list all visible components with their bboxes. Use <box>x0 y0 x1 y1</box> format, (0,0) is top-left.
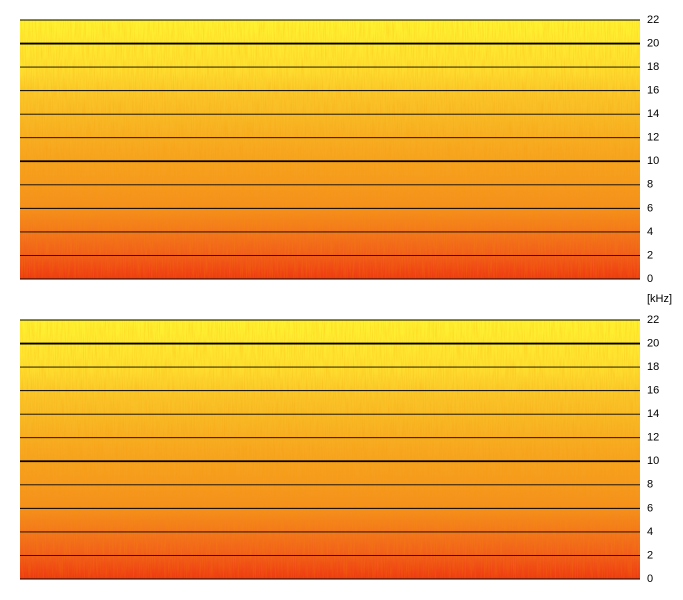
y-tick-label: 14 <box>647 108 659 120</box>
y-tick-label: 20 <box>647 37 659 49</box>
y-tick-label: 2 <box>647 249 653 261</box>
y-tick-label: 0 <box>647 573 653 585</box>
y-tick-label: 22 <box>647 14 659 26</box>
spectrogram-texture <box>20 320 640 579</box>
y-tick-label: 4 <box>647 226 653 238</box>
y-tick-label: 8 <box>647 479 653 491</box>
y-tick-label: 20 <box>647 337 659 349</box>
y-tick-label: 16 <box>647 385 659 397</box>
y-tick-label: 8 <box>647 179 653 191</box>
y-tick-label: 18 <box>647 361 659 373</box>
y-tick-label: 10 <box>647 155 659 167</box>
y-tick-label: 12 <box>647 432 659 444</box>
y-tick-label: 6 <box>647 202 653 214</box>
y-tick-label: 2 <box>647 549 653 561</box>
y-tick-label: 22 <box>647 314 659 326</box>
spectrogram-texture <box>20 20 640 279</box>
y-tick-label: 14 <box>647 408 659 420</box>
y-unit-label: [kHz] <box>647 293 672 305</box>
y-tick-label: 18 <box>647 61 659 73</box>
y-tick-label: 10 <box>647 455 659 467</box>
y-tick-label: 4 <box>647 526 653 538</box>
y-tick-label: 0 <box>647 273 653 285</box>
y-tick-label: 16 <box>647 85 659 97</box>
y-tick-label: 12 <box>647 132 659 144</box>
y-tick-label: 6 <box>647 502 653 514</box>
